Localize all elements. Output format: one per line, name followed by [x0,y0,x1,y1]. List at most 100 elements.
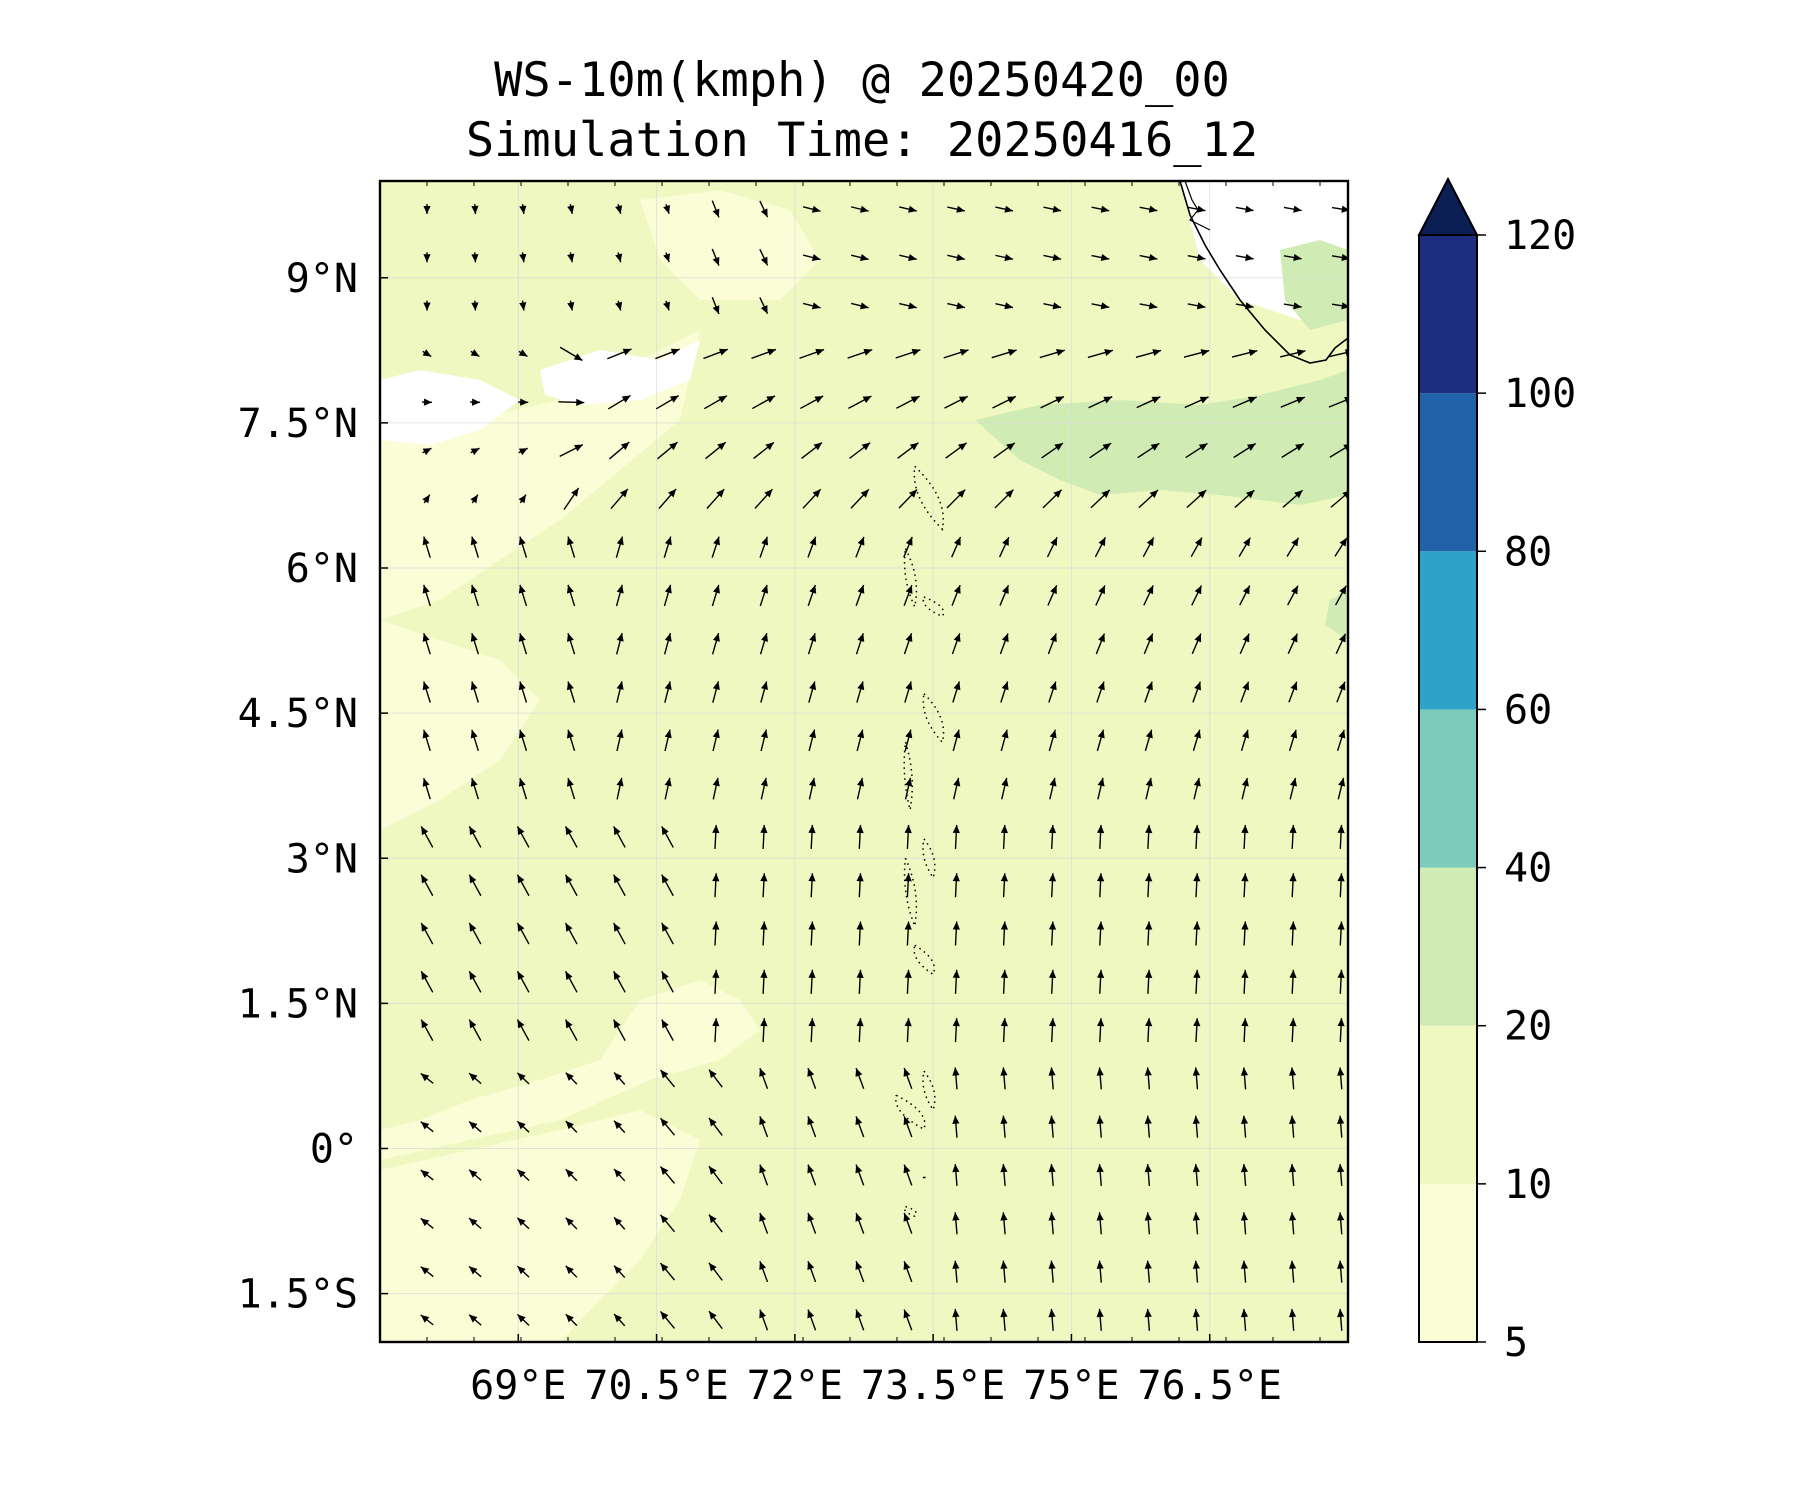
wind-arrow [470,729,480,752]
wind-arrow [947,302,966,310]
wind-arrow [1336,681,1346,703]
wind-arrow [420,1169,434,1181]
wind-arrow [904,1018,912,1043]
wind-arrow [946,489,966,509]
atoll-outline [913,465,944,531]
wind-arrow [468,1169,482,1181]
wind-arrow [1288,729,1298,752]
wind-arrow [1040,395,1065,409]
wind-arrow [708,1310,723,1330]
weak-wind-region-west-mid [380,620,540,830]
wind-arrow [516,1072,530,1085]
wind-arrow [899,302,917,310]
wind-arrow [613,1019,626,1041]
wind-arrow [711,584,720,607]
wind-arrow [616,777,624,800]
colorbar-extend-arrow [1417,176,1479,236]
y-tick-label: 9°N [286,256,358,302]
wind-arrow [952,873,960,898]
wind-arrow [712,777,720,800]
map-panel: 69°E 70.5°E 72°E 73.5°E 75°E 76.5°E 9°N 7.5°N 6… [238,179,1350,1409]
wind-arrow [1090,489,1111,509]
wind-arrow [759,297,769,315]
wind-arrow [808,969,816,994]
wind-arrow [1001,777,1009,800]
wind-arrow [658,488,677,510]
wind-arrow [1193,1018,1201,1043]
wind-arrow [847,348,873,359]
wind-arrow [711,632,720,655]
wind-arrow [903,1309,913,1331]
wind-arrow [1096,1212,1104,1235]
wind-arrow [1048,969,1057,994]
weak-wind-region-south [380,1110,700,1342]
wind-arrow [516,1217,530,1230]
wind-arrow [1048,1308,1056,1331]
wind-arrow [558,398,585,406]
wind-arrow [1000,1115,1008,1138]
wind-arrow [423,300,431,311]
wind-arrow [1192,1260,1200,1283]
wind-arrow [1192,729,1201,752]
wind-arrow [1000,1260,1008,1283]
wind-arrow [991,348,1017,359]
wind-arrow [712,681,720,703]
wind-arrow [567,300,575,311]
colorbar-tick-label: 40 [1504,846,1552,892]
wind-arrow [993,442,1016,459]
wind-arrow [1233,442,1257,459]
wind-arrow [1091,253,1110,262]
x-tick-label: 76.5°E [1137,1363,1282,1409]
wind-arrow [1000,824,1008,849]
x-tick-label: 75°E [1023,1363,1119,1409]
wind-arrow [952,681,961,703]
wind-arrow [759,1261,769,1283]
wind-arrow [663,204,670,214]
wind-arrow [952,969,960,994]
wind-arrow [1187,205,1206,213]
wind-arrow [1048,873,1057,898]
wind-arrow [1239,585,1251,606]
wind-arrow [615,300,623,311]
wind-arrow [855,536,865,558]
wind-arrow [661,970,674,993]
wind-arrow [807,1067,817,1089]
wind-arrow [1145,873,1153,898]
wind-arrow [712,824,720,849]
wind-arrow [1186,489,1207,509]
wind-arrow [1087,349,1114,359]
wind-arrow [615,203,623,215]
wind-arrow [1137,442,1160,459]
wind-arrow [952,1163,960,1187]
wind-arrow [1337,824,1345,849]
wind-arrow [1145,824,1153,849]
wind-arrow [663,632,672,655]
wind-arrow [1049,777,1057,800]
wind-arrow [1142,537,1155,558]
wind-arrow [952,729,961,752]
colorbar-segment [1419,235,1477,394]
wind-arrow [992,395,1017,409]
wind-arrow [1000,1163,1008,1187]
wind-arrow [1337,1067,1345,1090]
wind-arrow [564,970,578,993]
wind-arrow [1287,633,1298,655]
wind-arrow [703,348,729,360]
wind-arrow [760,729,768,752]
wind-arrow [420,1266,434,1278]
wind-arrow [711,536,720,558]
wind-arrow [1144,729,1153,752]
wind-arrow [1094,536,1107,558]
wind-arrow [518,632,528,655]
wind-arrow [1144,681,1153,703]
wind-arrow [613,1120,626,1134]
wind-arrow [615,632,624,655]
wind-arrow [1143,585,1154,606]
wind-arrow [1096,1067,1104,1090]
wind-arrow [559,443,584,458]
wind-arrow [1095,585,1106,606]
wind-arrow [952,1308,960,1331]
wind-arrow [850,302,869,310]
wind-arrow [1048,824,1057,849]
wind-arrow [663,584,672,607]
